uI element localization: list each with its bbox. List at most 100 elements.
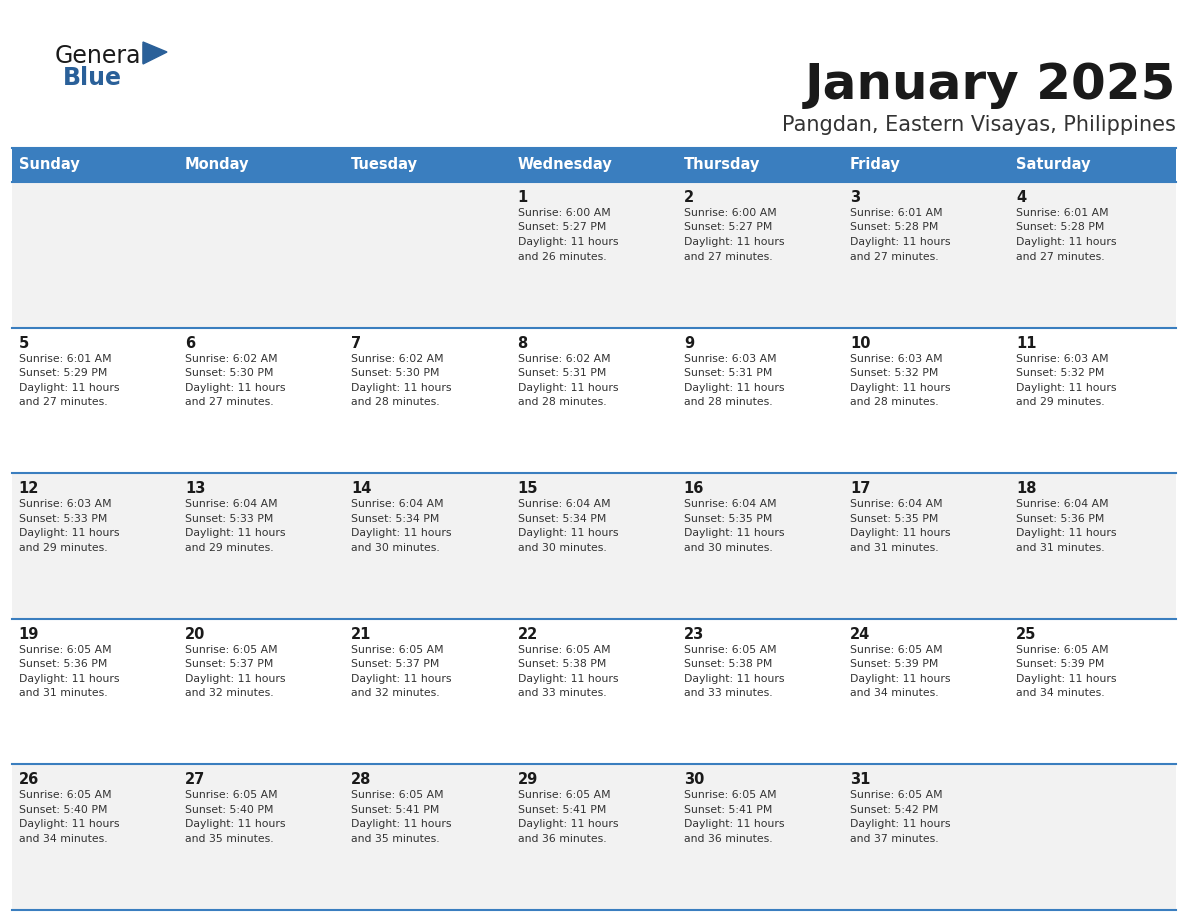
Text: Sunset: 5:30 PM: Sunset: 5:30 PM <box>185 368 273 378</box>
Text: Sunrise: 6:04 AM: Sunrise: 6:04 AM <box>851 499 943 509</box>
Text: Sunset: 5:36 PM: Sunset: 5:36 PM <box>19 659 107 669</box>
Text: and 26 minutes.: and 26 minutes. <box>518 252 606 262</box>
Bar <box>843 473 1010 619</box>
Text: 22: 22 <box>518 627 538 642</box>
Text: and 28 minutes.: and 28 minutes. <box>518 397 606 407</box>
Text: Thursday: Thursday <box>684 158 760 173</box>
Text: 1: 1 <box>518 190 527 205</box>
Text: 12: 12 <box>19 481 39 497</box>
Text: Daylight: 11 hours: Daylight: 11 hours <box>1017 383 1117 393</box>
Text: Sunset: 5:36 PM: Sunset: 5:36 PM <box>1017 514 1105 523</box>
Text: Daylight: 11 hours: Daylight: 11 hours <box>518 674 618 684</box>
Text: 14: 14 <box>352 481 372 497</box>
Bar <box>511 619 677 765</box>
Text: Sunrise: 6:05 AM: Sunrise: 6:05 AM <box>185 644 278 655</box>
Bar <box>1010 328 1176 473</box>
Bar <box>345 765 511 910</box>
Bar <box>843 328 1010 473</box>
Text: and 37 minutes.: and 37 minutes. <box>851 834 939 844</box>
Bar <box>345 473 511 619</box>
Text: Sunrise: 6:01 AM: Sunrise: 6:01 AM <box>1017 208 1108 218</box>
Bar <box>677 765 843 910</box>
Text: Daylight: 11 hours: Daylight: 11 hours <box>684 820 784 829</box>
Text: 10: 10 <box>851 336 871 351</box>
Bar <box>843 182 1010 328</box>
Text: and 31 minutes.: and 31 minutes. <box>1017 543 1105 553</box>
Text: and 27 minutes.: and 27 minutes. <box>851 252 939 262</box>
Text: 11: 11 <box>1017 336 1037 351</box>
Text: Sunset: 5:39 PM: Sunset: 5:39 PM <box>851 659 939 669</box>
Bar <box>1010 148 1176 182</box>
Text: Daylight: 11 hours: Daylight: 11 hours <box>185 674 285 684</box>
Text: Sunrise: 6:05 AM: Sunrise: 6:05 AM <box>518 644 611 655</box>
Text: and 31 minutes.: and 31 minutes. <box>19 688 107 699</box>
Text: Sunrise: 6:05 AM: Sunrise: 6:05 AM <box>1017 644 1108 655</box>
Text: Daylight: 11 hours: Daylight: 11 hours <box>684 383 784 393</box>
Text: Tuesday: Tuesday <box>352 158 418 173</box>
Text: 19: 19 <box>19 627 39 642</box>
Text: Sunrise: 6:04 AM: Sunrise: 6:04 AM <box>185 499 278 509</box>
Text: and 27 minutes.: and 27 minutes. <box>684 252 772 262</box>
Text: 2: 2 <box>684 190 694 205</box>
Text: Daylight: 11 hours: Daylight: 11 hours <box>19 528 119 538</box>
Text: 23: 23 <box>684 627 704 642</box>
Text: Sunset: 5:40 PM: Sunset: 5:40 PM <box>185 805 273 815</box>
Bar <box>511 182 677 328</box>
Text: Sunset: 5:32 PM: Sunset: 5:32 PM <box>1017 368 1105 378</box>
Text: 3: 3 <box>851 190 860 205</box>
Text: January 2025: January 2025 <box>804 61 1176 109</box>
Text: Wednesday: Wednesday <box>518 158 612 173</box>
Text: Daylight: 11 hours: Daylight: 11 hours <box>1017 237 1117 247</box>
Text: Sunset: 5:34 PM: Sunset: 5:34 PM <box>352 514 440 523</box>
Bar <box>178 148 345 182</box>
Text: Sunrise: 6:05 AM: Sunrise: 6:05 AM <box>185 790 278 800</box>
Text: 9: 9 <box>684 336 694 351</box>
Text: and 29 minutes.: and 29 minutes. <box>19 543 107 553</box>
Text: Sunset: 5:41 PM: Sunset: 5:41 PM <box>352 805 440 815</box>
Text: Sunset: 5:28 PM: Sunset: 5:28 PM <box>851 222 939 232</box>
Text: and 35 minutes.: and 35 minutes. <box>185 834 273 844</box>
Text: Sunset: 5:35 PM: Sunset: 5:35 PM <box>851 514 939 523</box>
Text: 5: 5 <box>19 336 29 351</box>
Bar <box>345 619 511 765</box>
Text: Sunset: 5:39 PM: Sunset: 5:39 PM <box>1017 659 1105 669</box>
Text: and 34 minutes.: and 34 minutes. <box>1017 688 1105 699</box>
Text: Sunrise: 6:03 AM: Sunrise: 6:03 AM <box>1017 353 1108 364</box>
Text: Sunset: 5:30 PM: Sunset: 5:30 PM <box>352 368 440 378</box>
Bar <box>677 148 843 182</box>
Text: Daylight: 11 hours: Daylight: 11 hours <box>851 674 950 684</box>
Polygon shape <box>143 42 168 64</box>
Text: Sunset: 5:40 PM: Sunset: 5:40 PM <box>19 805 107 815</box>
Text: 6: 6 <box>185 336 195 351</box>
Text: Daylight: 11 hours: Daylight: 11 hours <box>19 674 119 684</box>
Text: and 30 minutes.: and 30 minutes. <box>518 543 606 553</box>
Text: Sunset: 5:34 PM: Sunset: 5:34 PM <box>518 514 606 523</box>
Text: and 28 minutes.: and 28 minutes. <box>684 397 772 407</box>
Text: Friday: Friday <box>851 158 901 173</box>
Text: and 33 minutes.: and 33 minutes. <box>518 688 606 699</box>
Text: Sunrise: 6:05 AM: Sunrise: 6:05 AM <box>851 644 943 655</box>
Text: Sunrise: 6:05 AM: Sunrise: 6:05 AM <box>19 790 112 800</box>
Text: Daylight: 11 hours: Daylight: 11 hours <box>352 674 451 684</box>
Text: 16: 16 <box>684 481 704 497</box>
Text: and 27 minutes.: and 27 minutes. <box>185 397 273 407</box>
Text: Monday: Monday <box>185 158 249 173</box>
Text: Sunset: 5:27 PM: Sunset: 5:27 PM <box>518 222 606 232</box>
Text: Sunrise: 6:02 AM: Sunrise: 6:02 AM <box>518 353 611 364</box>
Text: and 29 minutes.: and 29 minutes. <box>185 543 273 553</box>
Text: Sunrise: 6:05 AM: Sunrise: 6:05 AM <box>684 790 777 800</box>
Text: 18: 18 <box>1017 481 1037 497</box>
Text: Daylight: 11 hours: Daylight: 11 hours <box>851 237 950 247</box>
Text: Sunset: 5:37 PM: Sunset: 5:37 PM <box>185 659 273 669</box>
Bar <box>12 182 178 328</box>
Text: 20: 20 <box>185 627 206 642</box>
Text: 15: 15 <box>518 481 538 497</box>
Text: and 33 minutes.: and 33 minutes. <box>684 688 772 699</box>
Text: 27: 27 <box>185 772 206 788</box>
Text: Daylight: 11 hours: Daylight: 11 hours <box>352 528 451 538</box>
Text: Sunrise: 6:05 AM: Sunrise: 6:05 AM <box>851 790 943 800</box>
Text: Sunset: 5:33 PM: Sunset: 5:33 PM <box>19 514 107 523</box>
Text: Sunset: 5:29 PM: Sunset: 5:29 PM <box>19 368 107 378</box>
Text: Sunrise: 6:03 AM: Sunrise: 6:03 AM <box>19 499 112 509</box>
Bar <box>677 473 843 619</box>
